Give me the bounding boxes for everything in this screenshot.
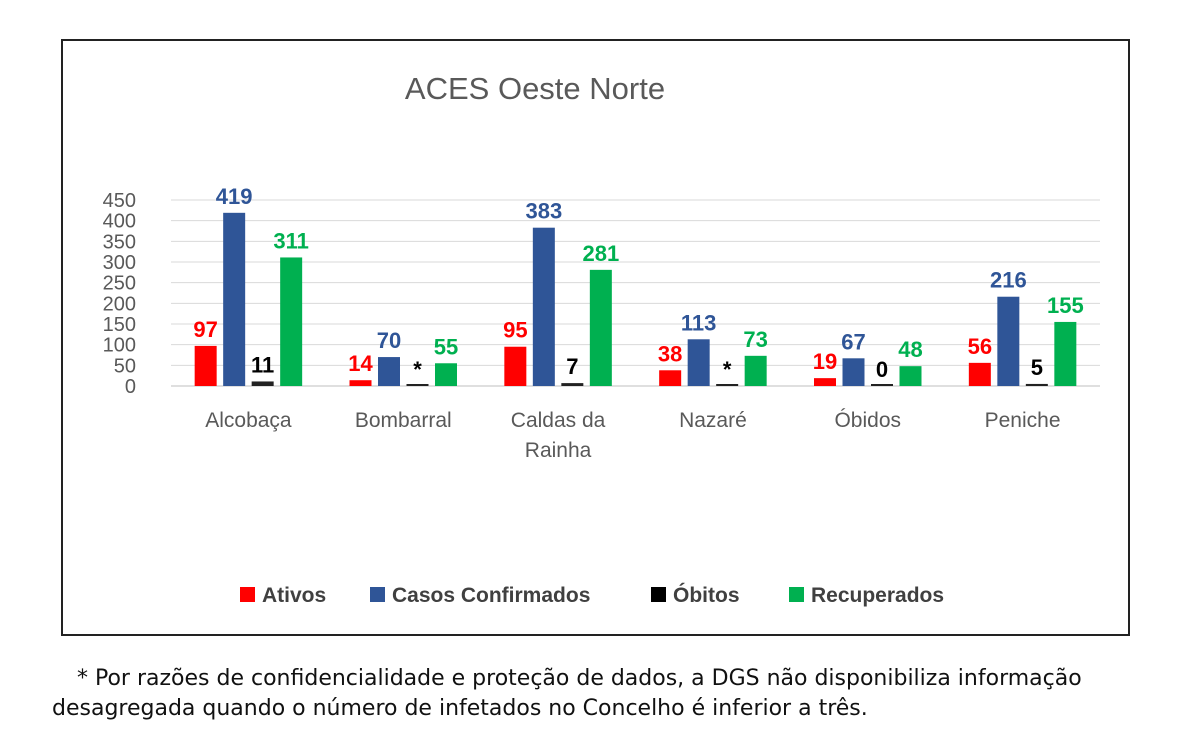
legend-swatch	[789, 587, 804, 602]
y-tick-label: 150	[103, 314, 136, 336]
bar	[997, 296, 1020, 386]
legend-label: Ativos	[262, 584, 326, 607]
legend-label: Recuperados	[811, 584, 944, 607]
bar	[280, 257, 303, 386]
legend-label: Casos Confirmados	[392, 584, 590, 607]
y-tick-label: 400	[103, 211, 136, 233]
data-label: 383	[525, 199, 562, 224]
bar	[716, 384, 739, 386]
legend-swatch	[651, 587, 666, 602]
data-label: 419	[216, 184, 253, 209]
data-labels: 97419113111470*5595383728138113*73196704…	[193, 184, 1083, 382]
bar	[871, 384, 893, 386]
bar-chart: ACES Oeste Norte 05010015020025030035040…	[103, 71, 1100, 607]
data-label: 281	[582, 241, 619, 266]
data-label: 5	[1031, 355, 1043, 380]
legend-swatch	[240, 587, 255, 602]
data-label: 14	[348, 351, 373, 376]
y-tick-label: 300	[103, 252, 136, 274]
bar	[406, 384, 429, 386]
bar	[814, 378, 836, 386]
y-tick-label: 250	[103, 273, 136, 295]
data-label: 48	[898, 337, 922, 362]
data-label: 95	[503, 318, 527, 343]
data-label: 70	[377, 328, 401, 353]
x-tick-label: Alcobaça	[205, 409, 292, 432]
footnote-line-1: * Por razões de confidencialidade e prot…	[77, 666, 1082, 691]
bar	[687, 339, 710, 386]
bar	[744, 355, 767, 386]
x-tick-label: Óbidos	[834, 409, 901, 432]
legend-swatch	[370, 587, 385, 602]
data-label: 19	[813, 349, 837, 374]
gridlines	[171, 199, 1100, 387]
x-tick-label: Nazaré	[679, 409, 747, 432]
bar	[349, 380, 372, 386]
bar	[435, 363, 457, 386]
data-label: 113	[681, 310, 717, 335]
bar	[251, 381, 274, 386]
bar	[223, 212, 246, 386]
footnote: * Por razões de confidencialidade e prot…	[52, 664, 1172, 724]
data-label: 7	[566, 354, 578, 379]
data-label: 56	[968, 334, 992, 359]
data-label: 311	[273, 228, 309, 253]
chart-frame: ACES Oeste Norte 0 50 100 150 200 250 300 350 40…	[61, 39, 1130, 636]
bar	[899, 366, 922, 386]
bar	[1054, 321, 1077, 386]
bar	[194, 345, 217, 386]
data-label: 67	[841, 329, 865, 354]
bar	[659, 370, 682, 386]
y-tick-label: 0	[125, 376, 136, 398]
data-label: 73	[743, 327, 767, 352]
legend-label: Óbitos	[673, 583, 740, 607]
y-tick-label: 450	[103, 190, 136, 212]
x-tick-label: Caldas da	[511, 409, 606, 432]
data-label: 38	[658, 341, 682, 366]
data-label: 97	[193, 317, 217, 342]
bar	[561, 383, 584, 386]
data-label: 155	[1047, 293, 1084, 318]
y-tick-label: 100	[103, 335, 136, 357]
bar	[378, 357, 400, 386]
bar	[968, 362, 991, 386]
chart-title: ACES Oeste Norte	[405, 71, 665, 106]
data-label: *	[723, 357, 732, 382]
data-label: 11	[251, 352, 274, 377]
x-tick-label: Bombarral	[355, 409, 452, 432]
data-label: 55	[434, 334, 458, 359]
footnote-line-2: desagregada quando o número de infetados…	[52, 696, 868, 721]
data-label: 0	[876, 357, 888, 382]
bar	[1025, 383, 1048, 386]
bars	[194, 212, 1077, 386]
bar	[532, 227, 555, 386]
legend: Ativos Casos Confirmados Óbitos Recuperados	[240, 583, 944, 607]
x-tick-label: Peniche	[985, 409, 1061, 432]
data-label: *	[413, 357, 422, 382]
x-tick-label: Rainha	[525, 439, 592, 462]
x-axis-ticks: Alcobaça Bombarral Caldas da Rainha Nazaré Ób…	[205, 409, 1060, 462]
bar	[842, 358, 865, 386]
y-tick-label: 350	[103, 231, 136, 253]
bar	[504, 346, 527, 386]
y-tick-label: 200	[103, 293, 136, 315]
y-tick-label: 50	[114, 355, 136, 377]
bar	[589, 269, 612, 386]
data-label: 216	[990, 268, 1027, 293]
